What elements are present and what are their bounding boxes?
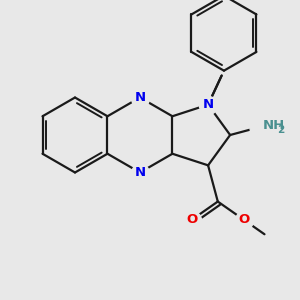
Text: N: N [202, 98, 214, 111]
Text: NH: NH [262, 119, 285, 132]
Text: N: N [134, 166, 146, 179]
Text: 2: 2 [278, 125, 285, 135]
Text: O: O [186, 213, 197, 226]
Text: N: N [134, 91, 146, 104]
Text: O: O [238, 213, 250, 226]
